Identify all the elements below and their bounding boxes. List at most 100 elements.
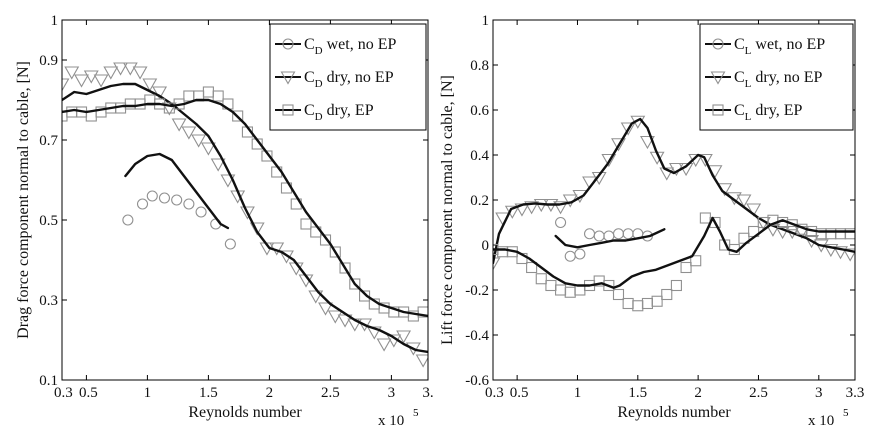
lift-square-marker <box>555 284 567 296</box>
lift-square-marker <box>834 228 847 240</box>
lift-circle-marker <box>603 230 615 242</box>
drag-xtick-label: 1 <box>144 385 152 401</box>
lift-xtick-label: 3.3 <box>846 385 865 401</box>
lift-legend-item: CL dry, no EP <box>705 69 822 90</box>
lift-circle-fit-line <box>554 228 666 249</box>
drag-triangle-marker <box>74 74 89 88</box>
drag-square-marker <box>124 98 136 110</box>
drag-triangle-marker <box>152 86 168 100</box>
drag-triangle-marker <box>210 158 226 172</box>
lift-square-marker <box>738 232 750 244</box>
lift-series-circle <box>554 216 666 262</box>
drag-ytick-label: 0.7 <box>39 133 58 149</box>
lift-series-square <box>493 212 855 312</box>
lift-ytick-label: 1 <box>482 13 490 29</box>
drag-triangle-marker <box>327 310 343 324</box>
drag-xtick-label: 0.5 <box>79 385 98 401</box>
lift-xtick-label: 1.5 <box>628 385 647 401</box>
drag-legend-square-marker <box>282 104 294 116</box>
drag-xtick-label: 3. <box>422 385 433 401</box>
drag-square-marker <box>183 90 195 102</box>
lift-square-marker <box>535 273 547 285</box>
drag-triangle-marker <box>366 326 382 340</box>
drag-ytick-label: 0.9 <box>39 53 58 69</box>
drag-circle-marker <box>146 190 158 202</box>
lift-triangle-marker <box>553 201 569 215</box>
drag-circle-marker <box>183 198 195 210</box>
drag-y-axis-label: Drag force component normal to cable, [N… <box>15 61 32 339</box>
drag-xtick-label: 2.5 <box>321 385 340 401</box>
lift-triangle-marker <box>775 225 791 240</box>
lift-ytick-label: 0.6 <box>470 103 489 119</box>
drag-triangle-marker <box>93 74 109 88</box>
drag-triangle-marker <box>396 330 412 344</box>
lift-xtick-label: 2.5 <box>749 385 768 401</box>
lift-x-axis-label: Reynolds number <box>617 404 731 421</box>
svg-text:x 10: x 10 <box>808 413 834 429</box>
lift-circle-marker <box>612 228 625 240</box>
lift-legend-label: CL dry, EP <box>734 102 802 123</box>
drag-triangle-marker <box>376 338 392 352</box>
lift-triangle-marker <box>746 203 762 217</box>
lift-square-marker <box>622 297 634 310</box>
drag-triangle-marker <box>122 62 138 76</box>
lift-square-fit-line <box>493 216 855 289</box>
drag-circle-marker <box>122 214 134 226</box>
lift-square-marker <box>526 261 538 274</box>
drag-legend-label: CD dry, no EP <box>304 69 394 90</box>
drag-triangle-marker <box>62 78 70 92</box>
drag-chart-panel: Drag force component normal to cable, [N… <box>15 13 434 429</box>
drag-circle-marker <box>224 238 236 250</box>
drag-triangle-marker <box>83 70 99 84</box>
drag-triangle-marker <box>249 222 265 236</box>
lift-triangle-marker <box>524 201 540 215</box>
drag-xtick-label: 2 <box>266 385 274 401</box>
drag-ytick-label: 0.5 <box>39 213 58 229</box>
drag-triangle-fit-line <box>62 82 428 354</box>
lift-data-series <box>493 115 855 312</box>
drag-triangle-marker <box>200 142 216 156</box>
drag-triangle-marker <box>318 302 333 316</box>
drag-legend-circle-marker <box>282 38 294 50</box>
drag-triangle-marker <box>113 62 129 76</box>
drag-series-circle <box>122 152 236 250</box>
drag-ytick-label: 0.3 <box>39 293 58 309</box>
drag-x-axis-label: Reynolds number <box>188 404 302 421</box>
lift-xtick-label: 2 <box>694 385 702 401</box>
drag-series-square <box>62 86 428 322</box>
drag-legend-item: CD dry, EP <box>275 102 374 123</box>
svg-text:x 10: x 10 <box>378 413 404 429</box>
lift-chart-panel: Lift force component normal to cable, [N… <box>439 13 864 429</box>
lift-ytick-label: 0.8 <box>470 58 489 74</box>
lift-legend-item: CL dry, EP <box>705 102 802 123</box>
drag-square-marker <box>339 262 351 274</box>
drag-plot-frame <box>61 19 429 381</box>
drag-triangle-marker <box>405 342 421 356</box>
lift-xtick-label: 3 <box>815 385 823 401</box>
lift-square-marker <box>564 286 576 298</box>
lift-legend: CL wet, no EP CL dry, no EP CL dry, EP <box>699 23 854 131</box>
lift-triangle-marker <box>842 248 855 262</box>
drag-triangle-marker <box>181 126 197 140</box>
drag-square-marker <box>359 290 371 302</box>
drag-xtick-label: 1.5 <box>199 385 218 401</box>
lift-ytick-label: -0.4 <box>465 328 489 344</box>
drag-legend-label: CD wet, no EP <box>304 36 397 57</box>
lift-triangle-marker <box>823 243 839 258</box>
lift-ytick-label: 0.4 <box>470 148 489 164</box>
lift-ytick-label: 0.2 <box>470 193 489 209</box>
lift-legend-triangle-marker <box>710 71 726 85</box>
drag-series-triangle <box>62 62 428 368</box>
lift-plot-frame <box>492 19 856 381</box>
drag-ytick-label: 1 <box>51 13 59 29</box>
lift-square-marker <box>670 279 682 292</box>
lift-legend-label: CL dry, no EP <box>734 69 822 90</box>
lift-triangle-marker <box>601 153 617 168</box>
drag-triangle-marker <box>64 66 80 80</box>
lift-square-marker <box>690 255 702 267</box>
drag-square-marker <box>349 278 361 290</box>
lift-tick-labels: -0.6 -0.4 -0.2 0 0.2 0.4 0.6 0.8 1 0.3 0.5 1 1.5 2 2.5… <box>465 13 864 401</box>
drag-legend-item: CD dry, no EP <box>275 69 394 90</box>
lift-circle-marker <box>583 228 596 240</box>
lift-square-marker <box>825 228 837 240</box>
